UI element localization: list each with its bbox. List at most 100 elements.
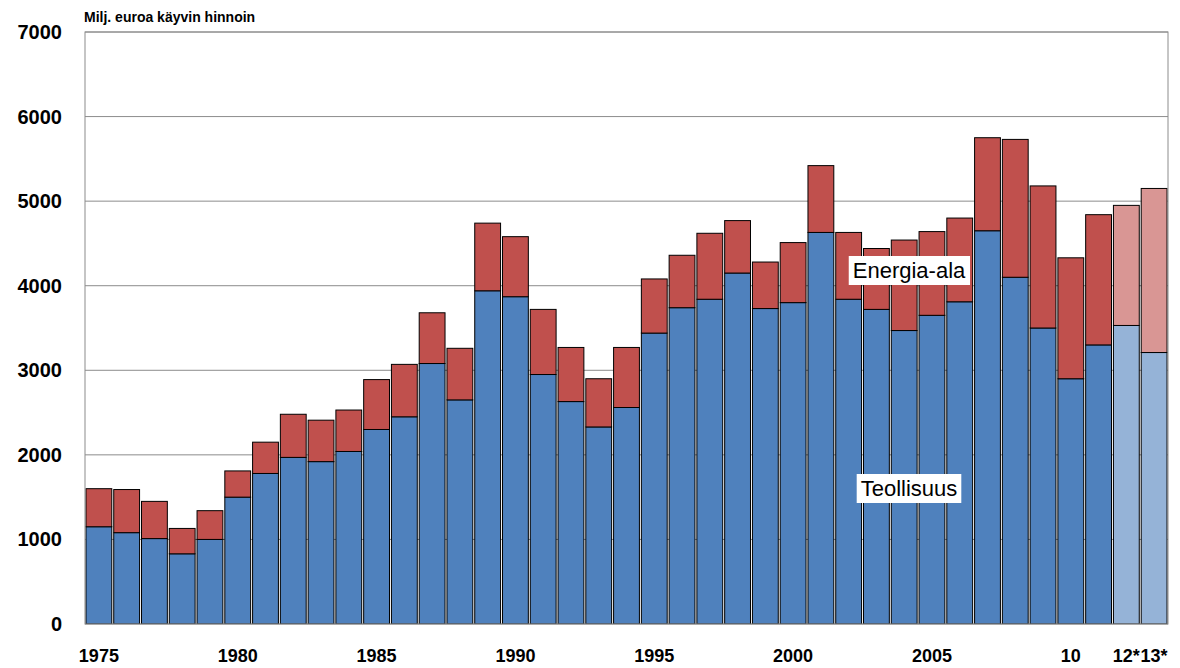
y-tick-label: 4000 bbox=[18, 275, 63, 297]
y-tick-label: 0 bbox=[51, 613, 62, 635]
bar-segment bbox=[1058, 258, 1084, 379]
bars bbox=[86, 138, 1167, 624]
bar-segment bbox=[336, 410, 362, 451]
bar-segment bbox=[1002, 277, 1028, 624]
bar-segment bbox=[225, 497, 251, 624]
x-tick-label: 2000 bbox=[773, 646, 813, 666]
y-tick-label: 3000 bbox=[18, 359, 63, 381]
x-tick-label: 1990 bbox=[495, 646, 535, 666]
bar-segment bbox=[530, 309, 556, 374]
bar-segment bbox=[503, 297, 529, 624]
bar-segment bbox=[1002, 139, 1028, 277]
bar-segment bbox=[697, 299, 723, 624]
bar-segment bbox=[641, 333, 667, 624]
plot-frame bbox=[85, 32, 1168, 624]
bar-segment bbox=[114, 490, 140, 533]
bar-segment bbox=[1058, 379, 1084, 624]
bar-segment bbox=[308, 462, 334, 624]
bar-segment bbox=[197, 539, 223, 624]
bar-segment bbox=[808, 166, 834, 233]
bar-segment bbox=[669, 308, 695, 624]
bar-segment bbox=[447, 400, 473, 624]
bar-segment bbox=[114, 533, 140, 624]
bar-segment bbox=[586, 427, 612, 624]
y-tick-label: 6000 bbox=[18, 106, 63, 128]
bar-segment bbox=[752, 309, 778, 624]
bar-segment bbox=[447, 348, 473, 400]
bar-segment bbox=[947, 302, 973, 624]
bar-segment bbox=[558, 347, 584, 401]
series-label-text: Energia-ala bbox=[853, 258, 966, 283]
bar-segment bbox=[586, 379, 612, 427]
bar-segment bbox=[919, 315, 945, 624]
bar-segment bbox=[225, 471, 251, 497]
bar-segment bbox=[975, 138, 1001, 231]
bar-segment bbox=[725, 273, 751, 624]
y-tick-label: 1000 bbox=[18, 528, 63, 550]
bar-segment bbox=[169, 528, 195, 553]
bar-segment bbox=[142, 539, 168, 624]
x-tick-label: 2005 bbox=[912, 646, 952, 666]
bar-segment bbox=[808, 232, 834, 624]
x-tick-label: 1985 bbox=[357, 646, 397, 666]
bar-segment bbox=[1086, 215, 1112, 345]
bar-segment bbox=[1113, 325, 1139, 624]
bar-segment bbox=[280, 414, 306, 457]
bar-segment bbox=[975, 231, 1001, 624]
bar-segment bbox=[725, 221, 751, 273]
x-tick-label: 1975 bbox=[79, 646, 119, 666]
bar-segment bbox=[669, 255, 695, 307]
bar-segment bbox=[475, 291, 501, 624]
bar-segment bbox=[169, 554, 195, 624]
bar-segment bbox=[780, 303, 806, 624]
bar-segment bbox=[1141, 188, 1167, 352]
bar-segment bbox=[1030, 186, 1056, 328]
bar-segment bbox=[86, 527, 112, 624]
grid-line bbox=[85, 116, 1168, 117]
bar-segment bbox=[475, 223, 501, 291]
bar-segment bbox=[1030, 328, 1056, 624]
bar-segment bbox=[253, 473, 279, 624]
bar-segment bbox=[86, 489, 112, 527]
y-tick-label: 2000 bbox=[18, 444, 63, 466]
bar-segment bbox=[1086, 345, 1112, 624]
bar-segment bbox=[419, 364, 445, 624]
bar-segment bbox=[558, 402, 584, 624]
bar-segment bbox=[697, 233, 723, 299]
x-tick-label: 13* bbox=[1141, 646, 1168, 666]
bar-segment bbox=[752, 262, 778, 309]
series-label-background bbox=[857, 474, 962, 503]
series-label-text: Teollisuus bbox=[861, 476, 958, 501]
x-tick-label: 10 bbox=[1061, 646, 1081, 666]
bar-segment bbox=[780, 243, 806, 303]
y-tick-label: 7000 bbox=[18, 21, 63, 43]
bar-segment bbox=[308, 420, 334, 461]
bar-segment bbox=[614, 347, 640, 407]
bar-segment bbox=[1141, 353, 1167, 624]
bar-segment bbox=[864, 309, 890, 624]
bar-segment bbox=[364, 429, 390, 624]
x-tick-label: 1980 bbox=[218, 646, 258, 666]
bar-segment bbox=[1113, 205, 1139, 325]
bar-segment bbox=[253, 442, 279, 473]
bar-segment bbox=[503, 237, 529, 297]
bar-segment bbox=[614, 407, 640, 624]
x-tick-label: 1995 bbox=[634, 646, 674, 666]
bar-segment bbox=[391, 417, 417, 624]
chart-container: 0 1000 2000 3000 4000 5000 6000 7000 1975 1980 198… bbox=[0, 0, 1180, 668]
series-label: Energia-ala bbox=[849, 256, 970, 285]
plot-background bbox=[85, 32, 1168, 624]
chart-svg: 0 1000 2000 3000 4000 5000 6000 7000 1975 1980 198… bbox=[0, 0, 1180, 668]
y-tick-label: 5000 bbox=[18, 190, 63, 212]
bar-segment bbox=[836, 299, 862, 624]
x-tick-label: 12* bbox=[1113, 646, 1140, 666]
axis-title: Milj. euroa käyvin hinnoin bbox=[84, 9, 255, 25]
bar-segment bbox=[391, 364, 417, 416]
bar-segment bbox=[419, 313, 445, 364]
bar-segment bbox=[891, 240, 917, 330]
bar-segment bbox=[530, 375, 556, 624]
series-label: Teollisuus bbox=[857, 474, 962, 503]
bar-segment bbox=[364, 380, 390, 430]
series-label-background bbox=[849, 256, 970, 285]
bar-segment bbox=[197, 511, 223, 540]
